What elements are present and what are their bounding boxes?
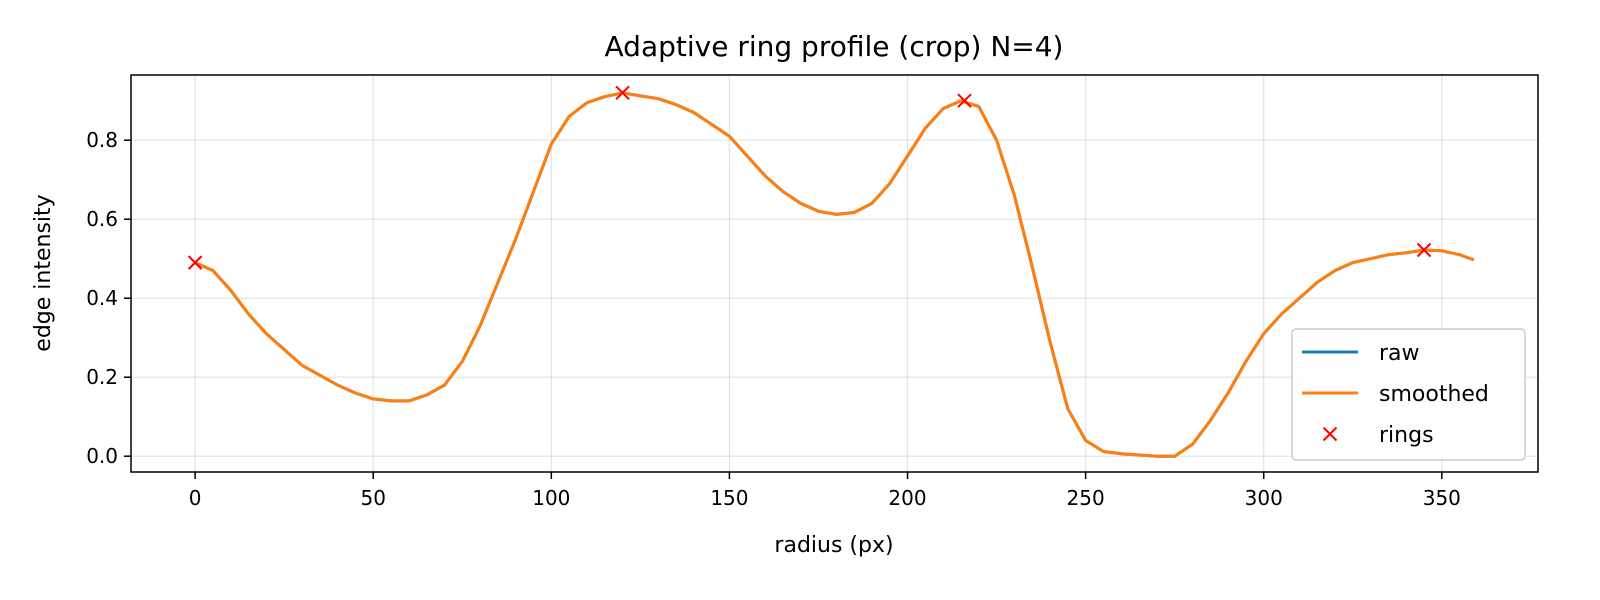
legend: raw smoothed rings — [1291, 328, 1526, 461]
x-tick-label: 50 — [360, 486, 385, 510]
y-axis-label: edge intensity — [31, 194, 56, 351]
x-tick-label: 0 — [189, 486, 202, 510]
series-line-smoothed — [194, 91, 1475, 458]
y-axis: 0.0 0.2 0.4 0.6 0.8 — [86, 128, 131, 468]
x-tick-label: 150 — [710, 486, 748, 510]
y-tick-label: 0.8 — [86, 128, 118, 152]
legend-swatch-rings — [1322, 426, 1338, 442]
x-tick-label: 250 — [1067, 486, 1105, 510]
chart-title: Adaptive ring profile (crop) N=4) — [605, 30, 1064, 63]
legend-label-rings: rings — [1379, 423, 1434, 448]
y-tick-label: 0.0 — [86, 444, 118, 468]
y-tick-label: 0.6 — [86, 207, 118, 231]
x-tick-label: 350 — [1423, 486, 1461, 510]
y-tick-label: 0.2 — [86, 365, 118, 389]
ring-marker — [615, 85, 630, 100]
legend-label-smoothed: smoothed — [1379, 382, 1489, 407]
plot-frame — [130, 74, 1539, 473]
y-tick-label: 0.4 — [86, 286, 118, 310]
legend-label-raw: raw — [1379, 341, 1420, 366]
x-axis-label: radius (px) — [774, 533, 893, 558]
x-axis: 0 50 100 150 200 250 300 350 — [189, 472, 1461, 510]
x-tick-label: 300 — [1245, 486, 1283, 510]
ring-marker — [1416, 242, 1432, 258]
ring-marker — [957, 93, 972, 108]
x-tick-label: 200 — [888, 486, 926, 510]
x-tick-label: 100 — [532, 486, 570, 510]
ring-marker — [187, 255, 203, 270]
plot-area — [187, 85, 1475, 458]
legend-box — [1291, 328, 1526, 461]
